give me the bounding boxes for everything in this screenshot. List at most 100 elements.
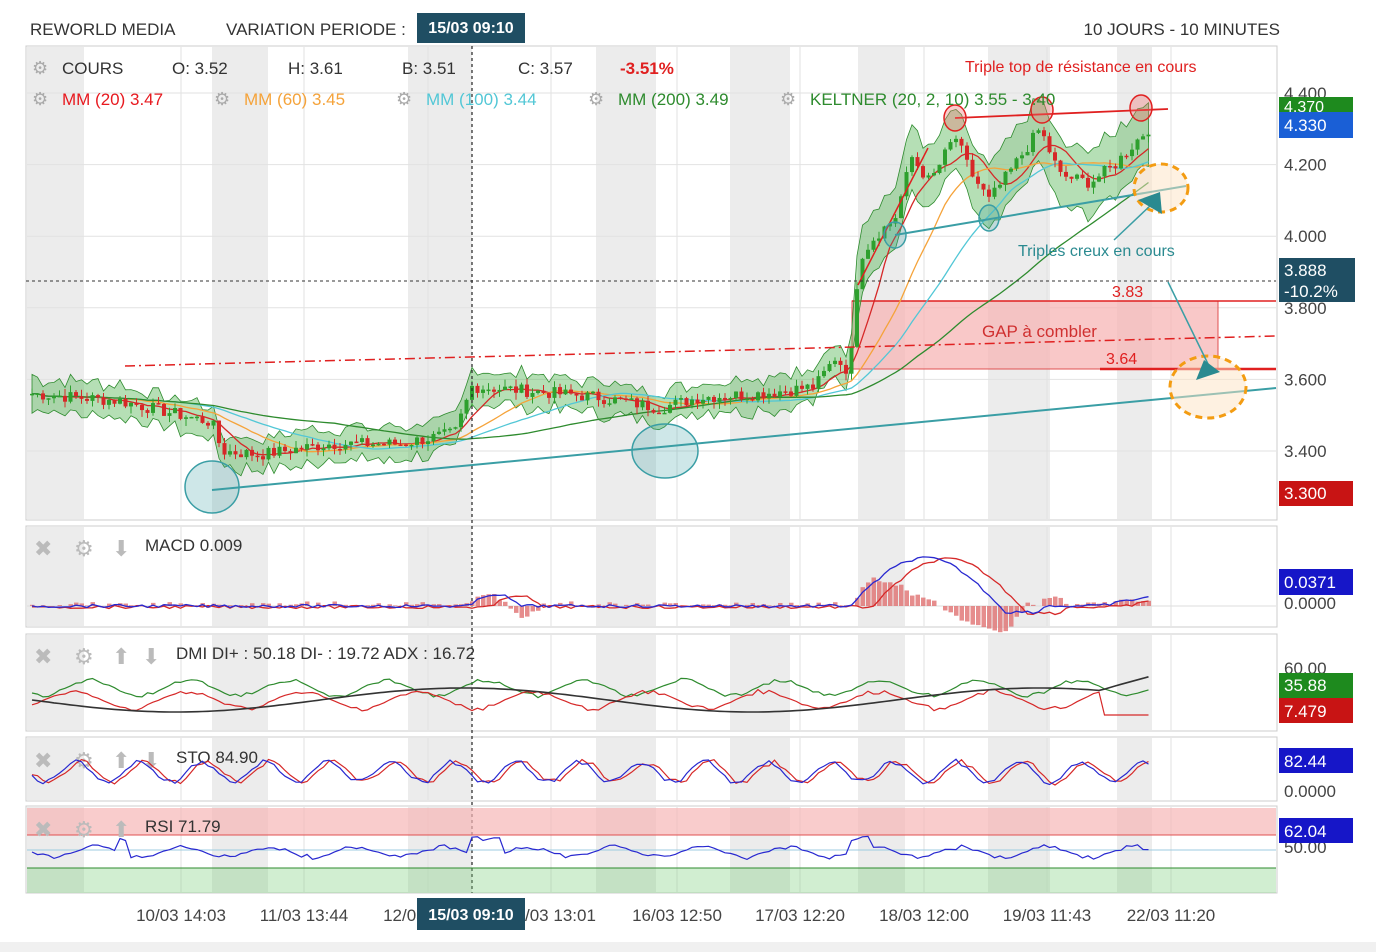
macd-hist-bar <box>178 603 183 606</box>
variation-label: VARIATION PERIODE : <box>226 20 406 39</box>
variation-date-box[interactable]: 15/03 09:10 <box>417 13 525 43</box>
arrow-up-icon[interactable]: ⬆ <box>112 817 130 842</box>
candle-body <box>767 393 771 399</box>
macd-hist-bar <box>365 605 370 606</box>
gap-zone <box>851 300 1276 371</box>
gear-icon[interactable]: ⚙ <box>74 817 94 842</box>
gear-icon[interactable]: ⚙ <box>780 89 796 109</box>
macd-hist-bar <box>404 602 409 606</box>
svg-text:4.330: 4.330 <box>1284 116 1327 135</box>
candle-body <box>563 389 568 395</box>
candle-body <box>800 385 804 389</box>
candle-body <box>734 391 738 399</box>
candle-body <box>420 437 425 445</box>
indicator-label: MM (100) 3.44 <box>426 90 537 109</box>
macd-hist-bar <box>508 606 513 609</box>
target-circle-2 <box>1168 354 1248 420</box>
macd-hist-bar <box>519 606 524 618</box>
arrow-up-icon[interactable]: ⬆ <box>112 748 130 773</box>
macd-hist-bar <box>497 600 502 606</box>
macd-hist-bar <box>613 603 618 606</box>
candle-body <box>492 389 496 392</box>
candle-body <box>1091 181 1096 188</box>
gear-icon[interactable]: ⚙ <box>32 58 48 78</box>
candle-body <box>1053 152 1057 161</box>
gear-icon[interactable]: ⚙ <box>74 644 94 669</box>
ma60-line <box>31 162 1149 453</box>
macd-hist-bar <box>1031 604 1036 606</box>
macd-hist-bar <box>816 602 821 606</box>
macd-hist-bar <box>569 601 574 606</box>
macd-hist-bar <box>261 603 266 606</box>
candle-body <box>448 428 452 431</box>
macd-hist-bar <box>866 582 871 606</box>
arrow-up-icon[interactable]: ⬆ <box>112 644 130 669</box>
macd-hist-bar <box>932 600 937 606</box>
macd-hist-bar <box>1047 597 1052 606</box>
gear-icon[interactable]: ⚙ <box>32 89 48 109</box>
candle-body <box>1075 174 1079 179</box>
candle-body <box>52 396 56 399</box>
candle-body <box>349 441 353 445</box>
candle-body <box>607 403 612 405</box>
candle-body <box>998 184 1002 188</box>
close-icon[interactable]: ✖ <box>34 817 52 842</box>
macd-hist-bar <box>41 605 46 606</box>
macd-hist-bar <box>910 595 915 606</box>
gap-low-label: 3.64 <box>1106 351 1137 368</box>
period-label[interactable]: 10 JOURS - 10 MINUTES <box>1084 20 1281 39</box>
candle-body <box>981 183 986 190</box>
candle-body <box>833 360 837 365</box>
candle-body <box>1080 174 1085 178</box>
candle-body <box>470 385 474 400</box>
close-icon[interactable]: ✖ <box>34 536 52 561</box>
x-tick: 19/03 11:43 <box>1003 906 1092 925</box>
gear-icon[interactable]: ⚙ <box>588 89 604 109</box>
gear-icon[interactable]: ⚙ <box>396 89 412 109</box>
candle-body <box>321 448 326 451</box>
candle-body <box>844 364 848 374</box>
candle-body <box>508 386 513 388</box>
macd-hist-bar <box>228 605 233 606</box>
legend-row-ohlc: ⚙ COURS O: 3.52 H: 3.61 B: 3.51 C: 3.57 … <box>32 58 674 78</box>
candle-body <box>140 404 144 411</box>
arrow-down-icon[interactable]: ⬇ <box>142 748 160 773</box>
rsi-line <box>31 835 1149 861</box>
close-icon[interactable]: ✖ <box>34 644 52 669</box>
day-band <box>730 635 790 730</box>
macd-hist-bar <box>123 603 128 606</box>
candle-body <box>184 417 188 419</box>
candle-body <box>992 187 997 197</box>
candle-body <box>393 439 397 445</box>
candle-body <box>1146 134 1151 137</box>
candle-body <box>706 396 711 400</box>
candle-body <box>959 138 964 146</box>
arrow-down-icon[interactable]: ⬇ <box>112 536 130 561</box>
candle-body <box>926 175 931 178</box>
svg-text:-10.2%: -10.2% <box>1284 282 1338 301</box>
candle-body <box>1042 130 1046 137</box>
top-circle-3 <box>1129 94 1153 122</box>
macd-hist-bar <box>1124 600 1129 606</box>
macd-hist-bar <box>976 606 981 626</box>
candle-body <box>596 391 601 401</box>
arrow-down-icon[interactable]: ⬇ <box>142 644 160 669</box>
support-trendline <box>211 387 1277 491</box>
candle-body <box>1141 136 1145 140</box>
gear-icon[interactable]: ⚙ <box>214 89 230 109</box>
macd-hist-bar <box>266 603 271 606</box>
candle-body <box>838 360 843 365</box>
candle-body <box>46 398 51 400</box>
macd-hist-bar <box>294 604 299 606</box>
macd-hist-bar <box>921 597 926 606</box>
x-cursor-box[interactable]: 15/03 09:10 <box>417 898 525 930</box>
candle-body <box>772 393 777 397</box>
bottom-circle-3 <box>883 221 907 249</box>
candle-body <box>288 451 293 454</box>
close-icon[interactable]: ✖ <box>34 748 52 773</box>
gear-icon[interactable]: ⚙ <box>74 536 94 561</box>
candle-body <box>602 400 606 404</box>
candle-body <box>1069 176 1074 179</box>
keltner-band <box>31 98 1149 477</box>
